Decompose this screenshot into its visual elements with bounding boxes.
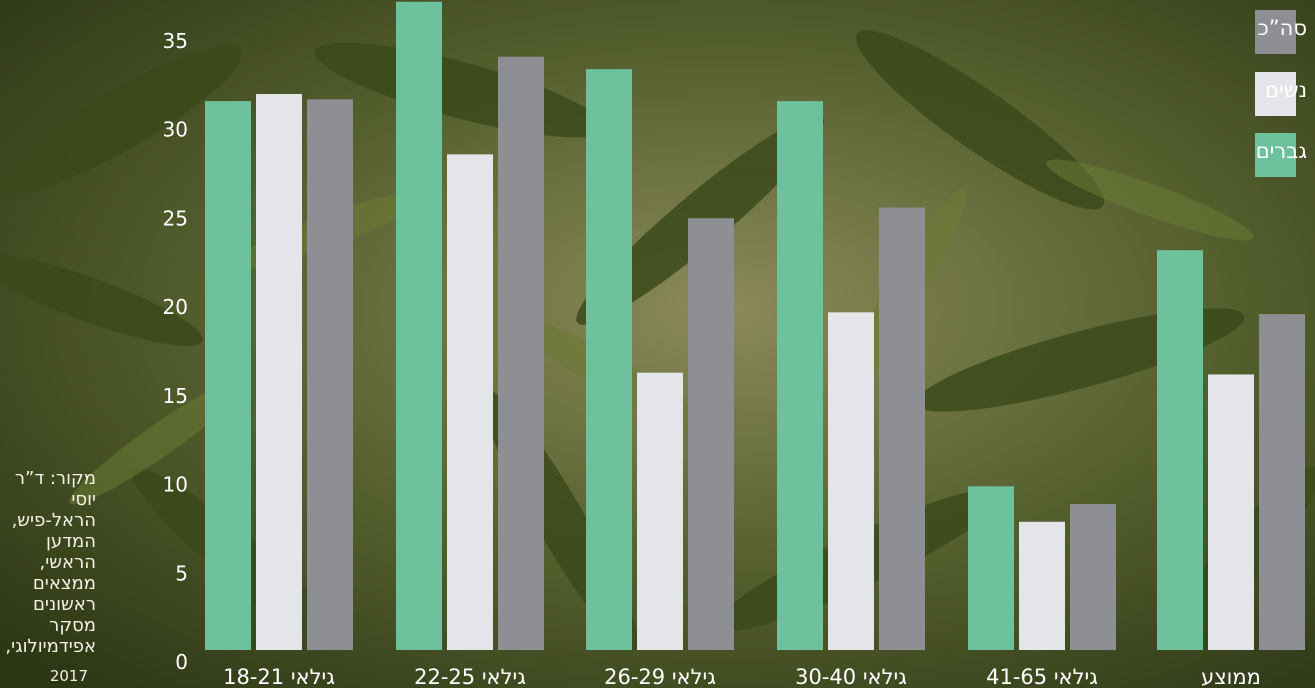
bar-total-5 [1259,314,1305,650]
y-tick-label-30: 30 [163,118,188,142]
bar-men-0 [205,101,251,651]
legend-swatch-men [1255,133,1296,177]
bar-total-2 [688,218,734,650]
x-category-label-1: גילאי 22-25 [414,665,526,688]
y-tick-label-25: 25 [163,206,188,230]
y-tick-label-20: 20 [163,295,188,319]
legend-label-men: גברים [1255,139,1307,163]
bar-women-1 [447,154,493,650]
y-tick-label-15: 15 [163,384,188,408]
legend-item-total: סה”כ [1185,10,1315,54]
bar-men-5 [1157,250,1203,650]
bar-total-1 [498,56,544,651]
bar-women-4 [1019,521,1065,650]
bar-total-0 [307,99,353,650]
bar-women-3 [828,312,874,650]
y-tick-label-35: 35 [163,29,188,53]
y-tick-label-0: 0 [175,650,188,674]
bar-men-2 [586,69,632,650]
y-axis: 0 5 10 15 20 25 30 35 [163,29,188,674]
legend-swatch-women [1255,72,1296,116]
bars-group [205,1,1305,651]
y-tick-label-5: 5 [175,561,188,585]
y-tick-label-10: 10 [163,473,188,497]
bar-men-3 [777,101,823,651]
legend-label-total: סה”כ [1257,16,1307,40]
bar-total-4 [1070,504,1116,650]
legend-item-women: נשים [1185,72,1315,116]
x-category-label-2: גילאי 26-29 [604,665,716,688]
bar-women-2 [637,372,683,650]
x-axis: גילאי 18-21 גילאי 22-25 גילאי 26-29 גילאי 3… [223,665,1261,688]
legend-swatch-total [1255,10,1296,54]
bar-men-4 [968,486,1014,650]
source-note: מקור: ד”ר יוסי הראל-פיש, המדען הראשי, ממ… [5,468,96,657]
x-category-label-5: ממוצע [1201,665,1261,688]
x-category-label-4: גילאי 41-65 [986,665,1098,688]
bar-women-5 [1208,374,1254,650]
x-category-label-3: גילאי 30-40 [795,665,907,688]
legend-item-men: גברים [1185,133,1315,177]
x-category-label-0: גילאי 18-21 [223,665,335,688]
source-year: 2017 [49,667,88,685]
legend-label-women: נשים [1265,78,1307,102]
bar-total-3 [879,207,925,650]
bar-men-1 [396,1,442,650]
bar-women-0 [256,94,302,650]
